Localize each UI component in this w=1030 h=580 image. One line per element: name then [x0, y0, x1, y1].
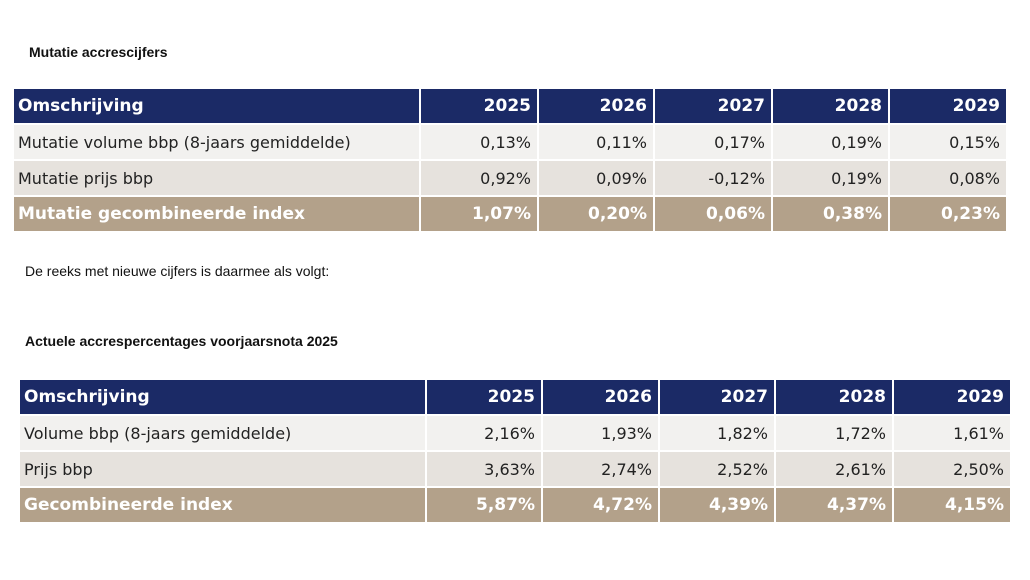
cell-value: 5,87%: [425, 487, 542, 524]
column-header: Omschrijving: [20, 380, 426, 416]
row-label: Prijs bbp: [20, 451, 426, 488]
table-row: Mutatie prijs bbp 0,92% 0,09% -0,12% 0,1…: [14, 160, 1006, 197]
cell-value: 1,61%: [892, 415, 1010, 452]
cell-value: 0,20%: [537, 196, 654, 233]
column-header: 2025: [425, 380, 542, 416]
column-header: 2026: [541, 380, 659, 416]
column-header: 2027: [658, 380, 775, 416]
table-header-row: Omschrijving 2025 2026 2027 2028 2029: [14, 89, 1006, 125]
cell-value: 0,19%: [771, 160, 889, 197]
cell-value: 0,15%: [888, 124, 1006, 161]
row-label: Mutatie prijs bbp: [14, 160, 420, 197]
cell-value: 0,19%: [771, 124, 889, 161]
cell-value: 0,06%: [653, 196, 772, 233]
row-label: Mutatie volume bbp (8-jaars gemiddelde): [14, 124, 420, 161]
cell-value: 2,61%: [774, 451, 893, 488]
cell-value: 2,50%: [892, 451, 1010, 488]
cell-value: 4,72%: [541, 487, 659, 524]
section2-title: Actuele accrespercentages voorjaarsnota …: [25, 333, 338, 349]
column-header: 2026: [537, 89, 654, 125]
intro-text: De reeks met nieuwe cijfers is daarmee a…: [25, 263, 330, 279]
cell-value: 0,23%: [888, 196, 1006, 233]
table-row: Volume bbp (8-jaars gemiddelde) 2,16% 1,…: [20, 415, 1010, 452]
section1-title: Mutatie accrescijfers: [29, 44, 168, 60]
cell-value: 0,17%: [653, 124, 772, 161]
row-label: Gecombineerde index: [20, 487, 426, 524]
cell-value: 1,93%: [541, 415, 659, 452]
cell-value: 2,52%: [658, 451, 775, 488]
table-total-row: Mutatie gecombineerde index 1,07% 0,20% …: [14, 196, 1006, 233]
row-label: Volume bbp (8-jaars gemiddelde): [20, 415, 426, 452]
cell-value: 3,63%: [425, 451, 542, 488]
cell-value: 4,39%: [658, 487, 775, 524]
column-header: 2025: [419, 89, 538, 125]
cell-value: 0,38%: [771, 196, 889, 233]
cell-value: 0,11%: [537, 124, 654, 161]
column-header: Omschrijving: [14, 89, 420, 125]
cell-value: 0,09%: [537, 160, 654, 197]
cell-value: 1,82%: [658, 415, 775, 452]
column-header: 2028: [774, 380, 893, 416]
cell-value: 1,07%: [419, 196, 538, 233]
cell-value: 4,15%: [892, 487, 1010, 524]
table-header-row: Omschrijving 2025 2026 2027 2028 2029: [20, 380, 1010, 416]
cell-value: 0,13%: [419, 124, 538, 161]
table-row: Mutatie volume bbp (8-jaars gemiddelde) …: [14, 124, 1006, 161]
cell-value: -0,12%: [653, 160, 772, 197]
accres-table: Omschrijving 2025 2026 2027 2028 2029 Vo…: [20, 380, 1010, 524]
column-header: 2029: [888, 89, 1006, 125]
cell-value: 0,08%: [888, 160, 1006, 197]
cell-value: 4,37%: [774, 487, 893, 524]
cell-value: 1,72%: [774, 415, 893, 452]
row-label: Mutatie gecombineerde index: [14, 196, 420, 233]
table-row: Prijs bbp 3,63% 2,74% 2,52% 2,61% 2,50%: [20, 451, 1010, 488]
cell-value: 0,92%: [419, 160, 538, 197]
mutatie-table: Omschrijving 2025 2026 2027 2028 2029 Mu…: [14, 89, 1006, 233]
column-header: 2027: [653, 89, 772, 125]
cell-value: 2,16%: [425, 415, 542, 452]
column-header: 2028: [771, 89, 889, 125]
cell-value: 2,74%: [541, 451, 659, 488]
column-header: 2029: [892, 380, 1010, 416]
table-total-row: Gecombineerde index 5,87% 4,72% 4,39% 4,…: [20, 487, 1010, 524]
